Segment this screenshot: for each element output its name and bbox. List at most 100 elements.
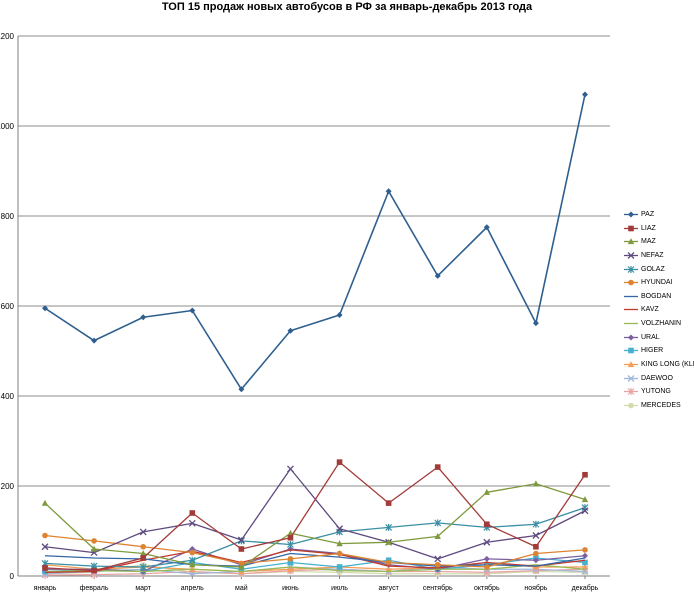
legend-marker bbox=[628, 225, 634, 231]
legend-swatch bbox=[624, 251, 638, 259]
data-point bbox=[287, 327, 294, 334]
legend-item: HYUNDAI bbox=[623, 276, 694, 290]
legend-label: HYUNDAI bbox=[641, 279, 673, 287]
x-tick-label: август bbox=[378, 585, 399, 592]
data-point bbox=[188, 519, 196, 527]
data-point bbox=[139, 563, 147, 571]
x-tick-label: апрель bbox=[181, 585, 204, 592]
legend-marker bbox=[628, 348, 634, 354]
grid-layer bbox=[18, 35, 610, 577]
data-point bbox=[581, 507, 589, 515]
data-point bbox=[91, 538, 97, 544]
data-point bbox=[533, 543, 539, 550]
legend: PAZ LIAZ MAZ NEFAZ GOLAZ HYUNDAI BOGDAN KAVZ VOL… bbox=[623, 208, 694, 413]
data-point bbox=[532, 532, 540, 539]
series-layer bbox=[41, 91, 589, 579]
series-line bbox=[44, 564, 586, 573]
legend-swatch bbox=[624, 265, 638, 273]
data-point bbox=[385, 188, 392, 195]
data-point bbox=[532, 557, 539, 564]
data-point bbox=[287, 556, 294, 562]
data-point bbox=[434, 519, 442, 527]
data-point bbox=[238, 546, 245, 552]
legend-item: BOGDAN bbox=[623, 290, 694, 304]
data-point bbox=[434, 561, 441, 568]
legend-swatch bbox=[624, 388, 638, 396]
data-point bbox=[336, 540, 343, 547]
series-volzhanin bbox=[44, 564, 586, 573]
series-golaz bbox=[41, 504, 589, 571]
data-point bbox=[91, 567, 97, 574]
data-point bbox=[581, 563, 589, 570]
series-line bbox=[44, 468, 586, 560]
data-point bbox=[336, 564, 343, 570]
legend-label: KING LONG (KLM) bbox=[641, 361, 694, 369]
legend-item: MAZ bbox=[623, 235, 694, 249]
legend-marker bbox=[628, 334, 634, 341]
data-point bbox=[532, 480, 540, 487]
axis-layer: 0 200 400 600 800 1000 1200 январь февраль март ап… bbox=[0, 32, 599, 592]
series-line bbox=[44, 564, 586, 575]
data-point bbox=[41, 543, 49, 551]
data-point bbox=[42, 532, 48, 539]
data-point bbox=[189, 561, 196, 568]
data-point bbox=[582, 547, 588, 553]
y-tick-label: 800 bbox=[1, 212, 15, 221]
data-point bbox=[484, 521, 490, 528]
series-line bbox=[44, 568, 586, 576]
x-tick-label: ноябрь bbox=[524, 584, 547, 592]
legend-marker bbox=[627, 238, 635, 245]
data-point bbox=[434, 533, 441, 539]
y-tick-label: 1000 bbox=[0, 122, 15, 131]
series-line bbox=[44, 94, 586, 391]
legend-label: MERCEDES bbox=[641, 401, 681, 409]
x-tick-label: сентябрь bbox=[423, 584, 453, 592]
legend-swatch bbox=[624, 309, 638, 311]
y-tick-label: 600 bbox=[1, 302, 15, 311]
y-tick-label: 400 bbox=[1, 392, 15, 401]
data-point bbox=[189, 307, 196, 314]
data-point bbox=[238, 563, 245, 570]
legend-marker bbox=[628, 402, 634, 409]
y-tick-label: 0 bbox=[10, 572, 15, 581]
legend-item: LIAZ bbox=[623, 222, 694, 236]
legend-item: DAEWOO bbox=[623, 372, 694, 386]
data-point bbox=[385, 538, 392, 545]
legend-swatch bbox=[624, 225, 638, 231]
legend-label: VOLZHANIN bbox=[641, 320, 682, 328]
data-point bbox=[385, 500, 392, 506]
legend-marker bbox=[627, 374, 635, 382]
legend-label: NEFAZ bbox=[641, 251, 664, 259]
series-hyundai bbox=[42, 532, 588, 570]
data-point bbox=[42, 305, 48, 312]
legend-item: VOLZHANIN bbox=[623, 317, 694, 331]
data-point bbox=[483, 538, 491, 546]
series-line bbox=[44, 549, 586, 574]
data-point bbox=[434, 555, 442, 563]
data-point bbox=[483, 488, 491, 495]
series-line bbox=[44, 461, 586, 572]
legend-marker bbox=[627, 361, 635, 368]
data-point bbox=[484, 564, 490, 570]
data-point bbox=[90, 545, 98, 552]
legend-item: URAL bbox=[623, 331, 694, 345]
legend-item: KAVZ bbox=[623, 303, 694, 317]
data-point bbox=[582, 559, 588, 566]
data-point bbox=[434, 464, 441, 470]
data-point bbox=[287, 559, 294, 566]
legend-item: MERCEDES bbox=[623, 399, 694, 413]
legend-swatch bbox=[624, 211, 638, 218]
data-point bbox=[483, 555, 490, 562]
legend-swatch bbox=[624, 295, 638, 297]
data-point bbox=[139, 528, 147, 536]
data-point bbox=[42, 565, 48, 571]
legend-marker bbox=[628, 279, 634, 286]
x-tick-label: июль bbox=[331, 585, 348, 592]
legend-swatch bbox=[624, 348, 638, 354]
data-point bbox=[483, 224, 490, 231]
data-point bbox=[336, 312, 343, 318]
series-kavz bbox=[44, 549, 586, 574]
series-maz bbox=[41, 480, 589, 570]
legend-label: KAVZ bbox=[641, 306, 659, 314]
x-tick-label: июнь bbox=[282, 585, 299, 592]
